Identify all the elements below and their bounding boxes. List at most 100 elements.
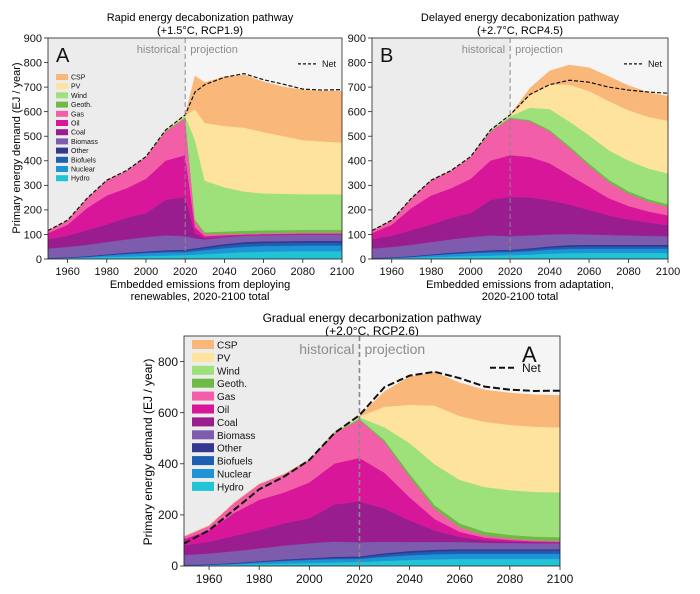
legend-swatch-biomass [192,430,214,440]
x-tick-label: 2080 [616,266,640,278]
legend-swatch-geoth [192,378,214,388]
x-tick-label: 2080 [291,266,315,278]
y-tick-label: 900 [348,33,366,45]
legend-label-other: Other [217,444,243,455]
legend-label-geoth: Geoth. [217,379,247,390]
y-tick-label: 800 [158,355,178,369]
y-tick-label: 800 [24,57,42,69]
panel-title: Delayed energy decabonization pathway [421,12,620,24]
legend-swatch-nuclear [56,166,68,172]
panel-letter: A [522,342,537,367]
legend-swatch-wind [56,92,68,99]
legend-label-gas: Gas [217,392,235,403]
x-tick-label: 1960 [196,572,223,586]
y-tick-label: 400 [348,156,366,168]
legend-label-oil: Oil [71,121,80,128]
historical-label: historical [462,44,505,56]
legend-swatch-other [192,443,214,453]
net-line [371,79,669,232]
x-tick-label: 2060 [577,266,601,278]
legend-label-geoth: Geoth. [71,102,92,109]
legend-swatch-hydro [192,481,214,491]
legend-swatch-hydro [56,175,68,182]
y-tick-label: 100 [24,229,42,241]
net-line [47,72,343,232]
x-tick-label: 2040 [396,572,423,586]
panel-subtitle: (+2.0°C, RCP2.6) [325,324,419,338]
legend-swatch-oil [192,404,214,414]
legend-label-coal: Coal [217,418,238,429]
panel-delayed: Delayed energy decabonization pathway (+… [348,12,681,303]
y-tick-label: 500 [24,131,42,143]
legend-swatch-coal [192,417,214,427]
y-tick-label: 0 [171,559,178,573]
x-tick-label: 2040 [212,266,236,278]
legend-swatch-other [56,147,68,154]
y-tick-label: 200 [158,508,178,522]
legend-label-hydro: Hydro [217,482,244,493]
legend-swatch-pv [192,352,214,362]
plot-frame [183,335,561,567]
y-tick-label: 0 [360,254,366,266]
legend-label-wind: Wind [217,366,240,377]
panel-title: Rapid energy decabonization pathway [107,12,294,24]
legend-swatch-biofuels [56,156,68,163]
projection-label: projection [190,44,238,56]
legend-swatch-oil [56,120,68,126]
legend-label-nuclear: Nuclear [71,167,96,174]
y-axis-label: Primary energy demand (EJ / year) [11,62,23,233]
caption-line-2: 2020-2100 total [482,291,558,303]
historical-label: historical [299,341,354,357]
panel-title: Gradual energy decarbonization pathway [263,311,482,325]
panel-letter: B [380,45,393,67]
y-tick-label: 700 [348,82,366,94]
y-tick-label: 800 [348,57,366,69]
y-tick-label: 600 [24,107,42,119]
panel-subtitle: (+1.5°C, RCP1.9) [157,25,243,37]
legend-label-csp: CSP [217,341,238,352]
y-tick-label: 600 [348,107,366,119]
y-axis-label: Primary energy demand (EJ / year) [141,359,155,546]
x-tick-label: 2100 [547,572,574,586]
legend-label-pv: PV [71,84,81,91]
historical-label: historical [137,44,180,56]
x-tick-label: 2020 [173,266,197,278]
panel-letter: A [56,45,70,67]
legend-label-csp: CSP [71,75,86,82]
legend-swatch-csp [192,340,214,349]
legend-swatch-gas [56,110,68,117]
legend-label-nuclear: Nuclear [217,470,252,481]
legend-label-wind: Wind [71,93,87,100]
legend-swatch-nuclear [192,469,214,478]
legend-label-coal: Coal [71,130,86,137]
x-tick-label: 2000 [458,266,482,278]
legend-label-biofuels: Biofuels [71,157,96,164]
legend-label-other: Other [71,148,89,155]
net-legend-label: Net [322,59,337,69]
panel-gradual: Gradual energy decarbonization pathway (… [141,311,574,586]
y-tick-label: 300 [348,180,366,192]
caption-line-2: renewables, 2020-2100 total [131,291,270,303]
x-tick-label: 1980 [246,572,273,586]
x-tick-label: 2040 [537,266,561,278]
y-tick-label: 200 [24,205,42,217]
legend-swatch-coal [56,129,68,136]
legend-swatch-biofuels [192,456,214,466]
x-tick-label: 1980 [419,266,443,278]
projection-label: projection [364,341,425,357]
y-tick-label: 600 [158,406,178,420]
y-tick-label: 300 [24,180,42,192]
y-tick-label: 900 [24,33,42,45]
x-tick-label: 1960 [55,266,79,278]
x-tick-label: 2000 [134,266,158,278]
x-tick-label: 2100 [656,266,680,278]
y-tick-label: 100 [348,229,366,241]
y-tick-label: 500 [348,131,366,143]
plot-frame [371,37,669,260]
panel-subtitle: (+2.7°C, RCP4.5) [477,25,563,37]
projection-label: projection [515,44,563,56]
